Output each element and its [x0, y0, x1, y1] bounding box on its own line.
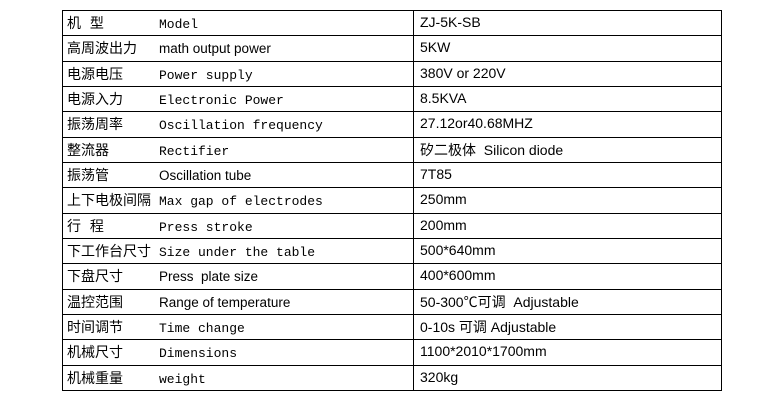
spec-value-cell: 8.5KVA	[413, 85, 722, 113]
spec-value-cell: 5KW	[413, 35, 722, 62]
spec-label-cell: 机械尺寸 Dimensions	[62, 339, 414, 366]
spec-value-cell: 400*600mm	[413, 263, 722, 290]
spec-label-cn: 机 型	[67, 16, 104, 33]
table-row: 整流器 Rectifier 矽二极体 Silicon diode	[62, 136, 722, 163]
spec-value-cell: 250mm	[413, 187, 722, 214]
spec-label-cn: 高周波出力	[67, 41, 137, 58]
spec-value-cell: 27.12or40.68MHZ	[413, 111, 722, 138]
spec-value: 矽二极体 Silicon diode	[420, 141, 564, 158]
spec-value: 250mm	[420, 191, 467, 208]
spec-label-cell: 机械重量 weight	[62, 364, 414, 392]
table-row: 电源入力 Electronic Power 8.5KVA	[62, 85, 722, 113]
spec-value: 8.5KVA	[420, 90, 467, 107]
spec-label-cn: 温控范围	[67, 294, 123, 311]
spec-value-cell: ZJ-5K-SB	[413, 9, 722, 37]
table-row: 振荡周率 Oscillation frequency 27.12or40.68MHZ	[62, 111, 722, 138]
table-row: 机械重量 weight 320kg	[62, 364, 722, 392]
spec-value-cell: 1100*2010*1700mm	[413, 339, 722, 366]
spec-value: 27.12or40.68MHZ	[420, 115, 533, 132]
spec-label-cell: 机 型 Model	[62, 9, 414, 37]
spec-table-body: 机 型 Model ZJ-5K-SB 高周波出力 math output power 5K…	[62, 9, 722, 392]
table-row: 机 型 Model ZJ-5K-SB	[62, 9, 722, 37]
spec-label-en: Time change	[159, 321, 245, 337]
spec-value-cell: 矽二极体 Silicon diode	[413, 136, 722, 163]
spec-value-cell: 7T85	[413, 161, 722, 189]
table-row: 温控范围 Range of temperature 50-300℃可调 Adjust…	[62, 288, 722, 315]
spec-label-en: Max gap of electrodes	[159, 194, 323, 210]
table-row: 上下电极间隔 Max gap of electrodes 250mm	[62, 187, 722, 214]
spec-label-en: Range of temperature	[159, 294, 291, 310]
spec-label-cn: 振荡周率	[67, 117, 123, 134]
spec-label-cn: 行 程	[67, 218, 104, 235]
spec-label-cn: 整流器	[67, 142, 109, 159]
spec-label-en: Power supply	[159, 67, 253, 83]
spec-table: 机 型 Model ZJ-5K-SB 高周波出力 math output power 5K…	[62, 9, 722, 392]
spec-value: 5KW	[420, 39, 451, 56]
spec-label-cn: 下工作台尺寸	[67, 244, 151, 261]
spec-value-cell: 200mm	[413, 212, 722, 239]
spec-label-cell: 电源入力 Electronic Power	[62, 85, 414, 113]
spec-label-cell: 上下电极间隔 Max gap of electrodes	[62, 187, 414, 214]
spec-value: 380V or 220V	[420, 64, 506, 81]
spec-label-cn: 电源电压	[67, 66, 123, 83]
spec-label-en: Size under the table	[159, 245, 316, 261]
spec-label-cell: 电源电压 Power supply	[62, 60, 414, 87]
table-row: 时间调节 Time change 0-10s 可调 Adjustable	[62, 313, 722, 341]
spec-label-cn: 时间调节	[67, 320, 123, 337]
spec-label-en: Oscillation frequency	[159, 118, 323, 134]
spec-label-en: weight	[159, 371, 206, 387]
spec-label-cell: 时间调节 Time change	[62, 313, 414, 341]
spec-label-cn: 电源入力	[67, 92, 123, 109]
spec-label-en: Dimensions	[159, 346, 238, 362]
spec-value: 7T85	[420, 166, 452, 183]
spec-label-cn: 振荡管	[67, 168, 109, 185]
spec-value-cell: 380V or 220V	[413, 60, 722, 87]
table-row: 行 程 Press stroke 200mm	[62, 212, 722, 239]
spec-label-en: Electronic Power	[159, 93, 284, 109]
spec-value-cell: 500*640mm	[413, 237, 722, 265]
spec-label-en: Oscillation tube	[159, 168, 252, 184]
spec-label-cell: 下盘尺寸 Press plate size	[62, 263, 414, 290]
spec-label-cn: 机械尺寸	[67, 345, 123, 362]
spec-value-cell: 320kg	[413, 364, 722, 392]
table-row: 下盘尺寸 Press plate size 400*600mm	[62, 263, 722, 290]
spec-label-cell: 振荡管 Oscillation tube	[62, 161, 414, 189]
table-row: 电源电压 Power supply 380V or 220V	[62, 60, 722, 87]
spec-value: 0-10s 可调 Adjustable	[420, 319, 557, 336]
spec-value: 400*600mm	[420, 267, 496, 284]
spec-label-en: math output power	[159, 41, 271, 57]
spec-label-cn: 机械重量	[67, 370, 123, 387]
spec-label-cell: 振荡周率 Oscillation frequency	[62, 111, 414, 138]
table-row: 下工作台尺寸 Size under the table 500*640mm	[62, 237, 722, 265]
spec-value: 200mm	[420, 216, 467, 233]
spec-label-en: Rectifier	[159, 143, 230, 159]
spec-label-en: Press plate size	[159, 269, 259, 285]
spec-value: ZJ-5K-SB	[420, 14, 481, 31]
spec-value-cell: 50-300℃可调 Adjustable	[413, 288, 722, 315]
spec-label-en: Model	[159, 17, 199, 33]
spec-label-cn: 下盘尺寸	[67, 269, 123, 286]
spec-value: 1100*2010*1700mm	[420, 343, 547, 360]
spec-value: 500*640mm	[420, 242, 496, 259]
spec-label-cell: 下工作台尺寸 Size under the table	[62, 237, 414, 265]
table-row: 振荡管 Oscillation tube 7T85	[62, 161, 722, 189]
spec-label-cn: 上下电极间隔	[67, 193, 151, 210]
spec-label-cell: 整流器 Rectifier	[62, 136, 414, 163]
spec-value: 320kg	[420, 368, 459, 385]
spec-value: 50-300℃可调 Adjustable	[420, 293, 579, 310]
spec-label-cell: 温控范围 Range of temperature	[62, 288, 414, 315]
spec-value-cell: 0-10s 可调 Adjustable	[413, 313, 722, 341]
spec-label-cell: 高周波出力 math output power	[62, 35, 414, 62]
spec-label-en: Press stroke	[159, 219, 253, 235]
spec-label-cell: 行 程 Press stroke	[62, 212, 414, 239]
table-row: 高周波出力 math output power 5KW	[62, 35, 722, 62]
table-row: 机械尺寸 Dimensions 1100*2010*1700mm	[62, 339, 722, 366]
